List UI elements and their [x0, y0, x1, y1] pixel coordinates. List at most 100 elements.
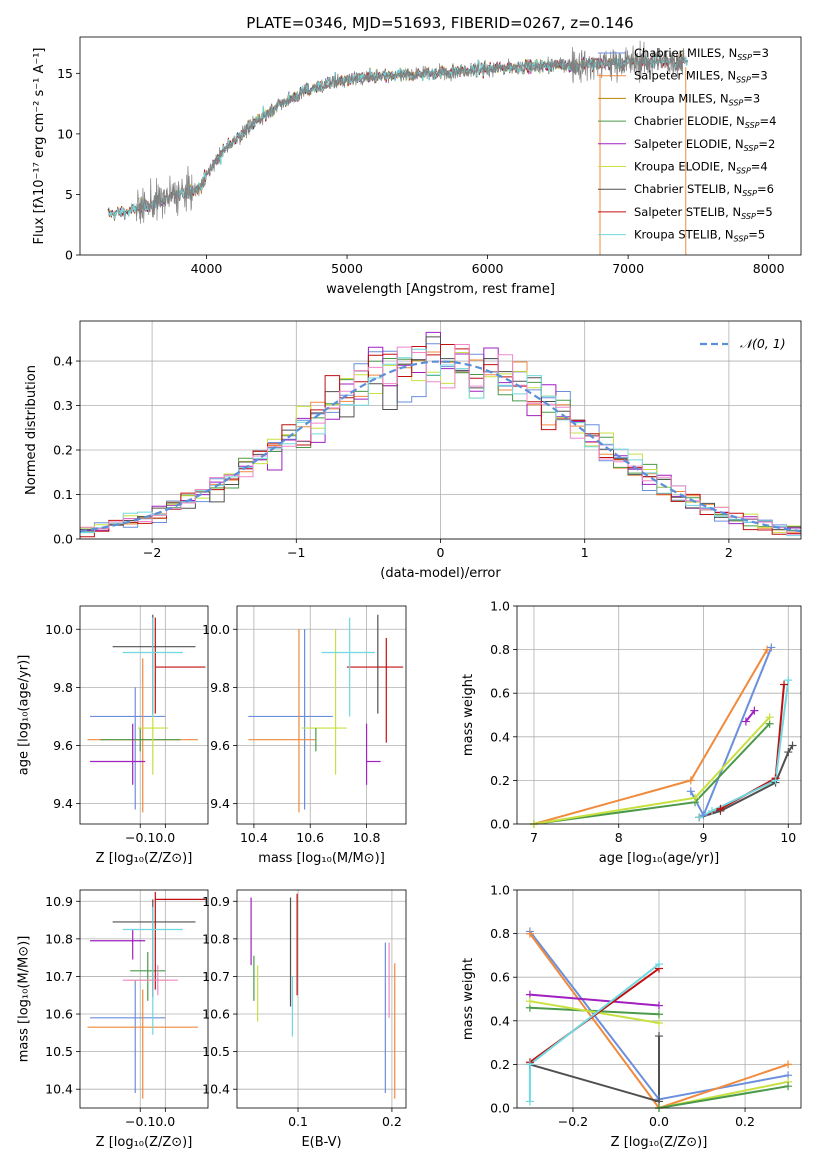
errorbar-point	[100, 728, 181, 752]
age_vs_mass-ytick-label: 9.6	[210, 738, 230, 753]
age_vs_mass-plot-area	[248, 614, 404, 813]
weight_vs_Z-ytick-label: 0.0	[490, 1101, 510, 1116]
weight-marker	[686, 776, 695, 785]
weight_vs_Z-ytick-label: 0.6	[490, 970, 510, 985]
weight-marker	[741, 717, 750, 726]
legend-entry-count: =3	[743, 91, 760, 105]
legend-entry: Chabrier MILES, NSSP=3	[634, 46, 769, 62]
weight-marker	[707, 806, 716, 815]
errorbar-point	[90, 723, 146, 785]
legend-entry-subscript: SSP	[737, 53, 752, 62]
legend-entry-label: Salpeter ELODIE, N	[634, 137, 744, 151]
weight_vs_age-plot-area	[533, 647, 794, 824]
legend-entry-count: =3	[751, 69, 768, 83]
weight-marker	[695, 813, 704, 822]
weight_vs_age-xtick-label: 8	[615, 830, 623, 845]
spectrum-xtick-label: 4000	[191, 261, 223, 276]
weight-marker	[686, 787, 695, 796]
age_vs_mass-ytick-label: 9.8	[210, 680, 230, 695]
weight-marker	[525, 997, 534, 1006]
errorbar-point	[90, 687, 166, 810]
residuals-frame	[79, 320, 802, 540]
errorbar-point	[122, 965, 178, 996]
histogram-pink	[80, 344, 801, 535]
weight-marker	[699, 811, 708, 820]
weight-marker	[525, 1060, 534, 1069]
weight-series-chabrier-elodie	[658, 1085, 789, 1108]
spectrum-panel: 4000 5000 6000 7000 8000 0 5 10 15 wavelength [An…	[32, 36, 802, 297]
errorbar-point	[248, 629, 333, 810]
mass_vs_Z-ytick-label: 10.5	[45, 1044, 73, 1059]
errorbar-point	[154, 891, 206, 990]
errorbar-point	[321, 617, 376, 717]
age_vs_Z-xtick-label: −0.1	[125, 830, 155, 845]
weight_vs_age-panel: 7 8 9 10 0.0 0.2 0.4 0.6 0.8 1.0 age [log₁₀(age/yr…	[461, 599, 802, 866]
legend-entry-subscript: SSP	[736, 167, 751, 176]
mass_vs_EBV-plot-area	[250, 893, 396, 1099]
legend-entry-count: =3	[752, 46, 769, 60]
weight-marker	[525, 929, 534, 938]
errorbar-point	[122, 906, 183, 1035]
normal-curve	[80, 360, 801, 533]
age_vs_Z-plot-area	[87, 614, 206, 813]
legend-entry-subscript: SSP	[742, 189, 757, 198]
weight_vs_Z-xtick-label: −0.2	[558, 1114, 588, 1129]
errorbar-point	[301, 629, 347, 775]
weight_vs_Z-panel: −0.2 0.0 0.2 0.0 0.2 0.4 0.6 0.8 1.0 Z [log₁₀(Z/Z…	[461, 883, 802, 1150]
residuals-ytick-label: 0.1	[53, 487, 73, 502]
legend-entry-label: Chabrier MILES, N	[634, 46, 737, 60]
weight_vs_age-xtick-label: 9	[700, 830, 708, 845]
legend-entry: Chabrier ELODIE, NSSP=4	[634, 114, 776, 130]
errorbar-point	[90, 980, 166, 1093]
spectrum-xtick-label: 5000	[331, 261, 363, 276]
weight_vs_Z-frame	[516, 889, 802, 1109]
age_vs_Z-panel: −0.1 0.0 9.4 9.6 9.8 10.0 Z [log₁₀(Z/Z⊙)] age […	[17, 605, 209, 866]
mass_vs_EBV-xlabel: E(B-V)	[301, 1135, 341, 1150]
mass_vs_Z-plot-area	[87, 891, 206, 1099]
weight-marker	[765, 713, 774, 722]
weight-marker	[767, 643, 776, 652]
mass_vs_EBV-xtick-label: 0.1	[288, 1114, 308, 1129]
weight-marker	[716, 804, 725, 813]
weight-marker	[784, 748, 793, 757]
mass_vs_Z-ylabel: mass [log₁₀(M/M⊙)]	[17, 936, 32, 1063]
spectrum-ytick-label: 0	[65, 248, 73, 263]
residuals-ytick-label: 0.0	[53, 532, 73, 547]
legend-entry-normal: 𝒩(0, 1)	[740, 336, 786, 351]
mass_vs_Z-panel: −0.1 0.0 10.4 10.5 10.6 10.7 10.8 10.9 Z [log₁₀(…	[17, 889, 209, 1150]
errorbar-point	[87, 658, 198, 813]
spectrum-xtick-label: 6000	[472, 261, 504, 276]
legend-entry-count: =2	[758, 137, 775, 151]
weight_vs_age-xtick-label: 7	[530, 830, 538, 845]
weight_vs_age-ytick-label: 0.4	[490, 729, 510, 744]
mass_vs_EBV-ytick-label: 10.8	[202, 931, 230, 946]
errorbar-point	[87, 989, 198, 1099]
weight-series-chabrier-elodie	[529, 1006, 660, 1016]
weight-series-salpeter-elodie	[529, 993, 660, 1007]
residuals-xtick-label: 0	[437, 545, 445, 560]
residuals-ylabel: Normed distribution	[24, 365, 39, 495]
age_vs_Z-frame	[79, 605, 209, 825]
spectrum-ytick-label: 10	[57, 126, 73, 141]
mass_vs_Z-ytick-label: 10.9	[45, 894, 73, 909]
mass_vs_EBV-ytick-label: 10.6	[202, 1007, 230, 1022]
residuals-ytick-label: 0.3	[53, 398, 73, 413]
spectrum-model-kroupa-stelib	[107, 54, 688, 220]
legend-entry-count: =5	[756, 205, 773, 219]
weight_vs_Z-ylabel: mass weight	[461, 958, 476, 1040]
spectrum-frame	[79, 36, 802, 256]
legend-entry-subscript: SSP	[729, 98, 744, 107]
residuals-xtick-label: 2	[725, 545, 733, 560]
weight_vs_age-ytick-label: 0.0	[490, 817, 510, 832]
weight_vs_Z-ytick-label: 0.2	[490, 1057, 510, 1072]
errorbar-point	[122, 617, 183, 717]
errorbar-point	[130, 952, 166, 1001]
weight_vs_age-ytick-label: 1.0	[490, 599, 510, 614]
weight-marker	[655, 960, 663, 969]
legend-entry: Salpeter ELODIE, NSSP=2	[634, 137, 775, 153]
age_vs_mass-xtick-label: 10.6	[296, 830, 324, 845]
errorbar-point	[365, 723, 381, 785]
weight_vs_age-xtick-label: 10	[780, 830, 796, 845]
weight-marker	[525, 1097, 534, 1106]
weight-series-chabrier-stelib	[529, 1036, 660, 1103]
